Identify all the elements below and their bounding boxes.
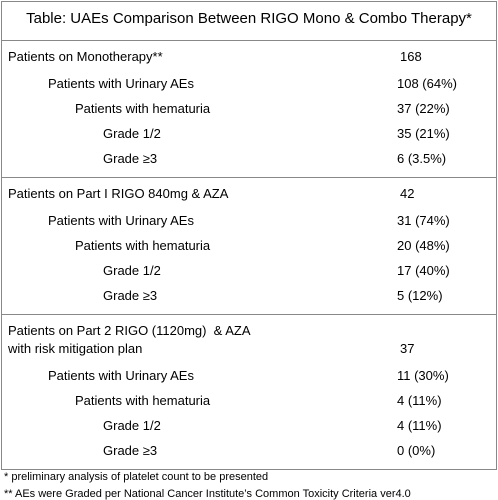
- row-label: Patients with hematuria: [75, 238, 211, 253]
- row-value: 6 (3.5%): [397, 151, 447, 166]
- footnote: ** AEs were Graded per National Cancer I…: [4, 488, 411, 500]
- row-label: Patients with Urinary AEs: [48, 76, 194, 91]
- row-value: 17 (40%): [397, 263, 450, 278]
- section-border: [1, 314, 497, 470]
- section-header: Patients on Part 2 RIGO (1120mg) & AZA: [8, 323, 251, 338]
- section-header: with risk mitigation plan: [8, 341, 143, 356]
- row-label: Grade 1/2: [103, 126, 161, 141]
- row-value: 20 (48%): [397, 238, 450, 253]
- row-label: Grade 1/2: [103, 418, 161, 433]
- section-header: Patients on Part I RIGO 840mg & AZA: [8, 186, 229, 201]
- row-value: 35 (21%): [397, 126, 450, 141]
- section-border: [1, 40, 497, 178]
- header-value: 37: [400, 341, 415, 356]
- table-title: Table: UAEs Comparison Between RIGO Mono…: [26, 10, 472, 27]
- row-label: Grade ≥3: [103, 443, 158, 458]
- row-label: Patients with hematuria: [75, 393, 211, 408]
- section-header: Patients on Monotherapy**: [8, 49, 163, 64]
- row-label: Patients with Urinary AEs: [48, 368, 194, 383]
- row-value: 0 (0%): [397, 443, 436, 458]
- row-value: 108 (64%): [397, 76, 457, 91]
- title-border: [1, 1, 497, 41]
- row-label: Grade ≥3: [103, 288, 158, 303]
- row-value: 31 (74%): [397, 213, 450, 228]
- row-label: Patients with hematuria: [75, 101, 211, 116]
- section-border: [1, 177, 497, 315]
- row-label: Grade 1/2: [103, 263, 161, 278]
- header-value: 42: [400, 186, 415, 201]
- row-value: 4 (11%): [397, 418, 442, 433]
- row-label: Grade ≥3: [103, 151, 158, 166]
- footnote: * preliminary analysis of platelet count…: [4, 471, 269, 483]
- header-value: 168: [400, 49, 422, 64]
- row-value: 4 (11%): [397, 393, 442, 408]
- row-value: 37 (22%): [397, 101, 450, 116]
- row-value: 11 (30%): [397, 368, 449, 383]
- row-label: Patients with Urinary AEs: [48, 213, 194, 228]
- row-value: 5 (12%): [397, 288, 443, 303]
